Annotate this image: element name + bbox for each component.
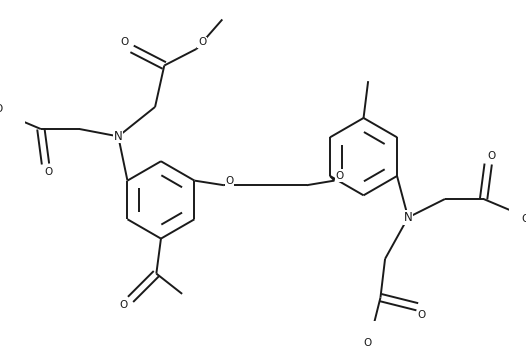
- Text: O: O: [522, 214, 526, 224]
- Text: O: O: [44, 167, 53, 177]
- Text: O: O: [119, 300, 127, 310]
- Text: O: O: [336, 171, 344, 181]
- Text: N: N: [404, 211, 412, 224]
- Text: O: O: [418, 310, 426, 320]
- Text: O: O: [198, 37, 206, 47]
- Text: O: O: [0, 104, 3, 114]
- Text: O: O: [488, 151, 496, 161]
- Text: O: O: [120, 37, 129, 47]
- Text: N: N: [114, 130, 123, 143]
- Text: O: O: [225, 176, 234, 185]
- Text: O: O: [363, 338, 372, 346]
